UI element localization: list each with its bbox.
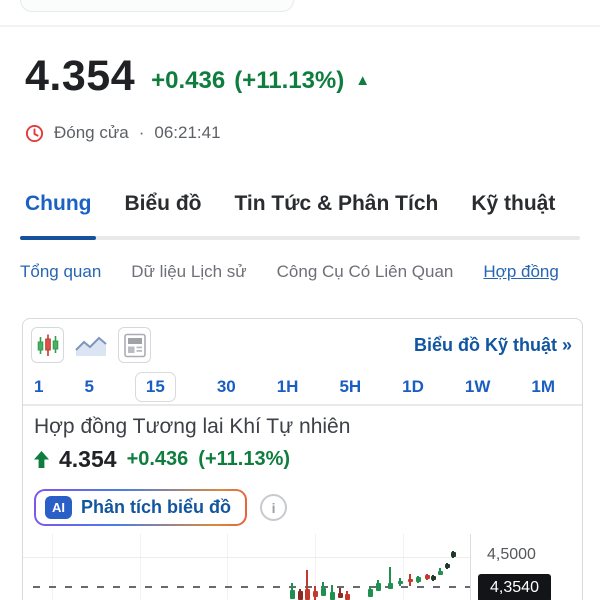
- interval-1m[interactable]: 1M: [531, 377, 555, 396]
- chart-card: Biểu đồ Kỹ thuật » 1 5 15 30 1H 5H 1D 1W…: [22, 318, 583, 600]
- interval-15[interactable]: 15: [134, 372, 176, 402]
- price-header: 4.354 +0.436 (+11.13%) ▲: [25, 52, 370, 101]
- tab-bieu-do[interactable]: Biểu đồ: [124, 192, 202, 215]
- chart-toolbar: Biểu đồ Kỹ thuật »: [31, 324, 572, 366]
- market-status-label: Đóng cửa: [54, 123, 129, 142]
- interval-5h[interactable]: 5H: [339, 377, 362, 396]
- tab-ky-thuat[interactable]: Kỹ thuật: [471, 192, 556, 215]
- top-divider: [0, 25, 600, 27]
- subtab-tong-quan[interactable]: Tổng quan: [20, 262, 102, 281]
- interval-30[interactable]: 30: [216, 377, 236, 396]
- up-triangle-icon: ▲: [355, 72, 371, 89]
- info-icon[interactable]: i: [260, 494, 288, 521]
- subtab-cong-cu-lien-quan[interactable]: Công Cụ Có Liên Quan: [276, 262, 454, 281]
- mini-chart[interactable]: 4,5000 4,3540: [23, 534, 581, 600]
- tab-chung[interactable]: Chung: [25, 192, 92, 215]
- news-icon: [123, 333, 146, 357]
- interval-1h[interactable]: 1H: [276, 377, 299, 396]
- ai-button-label: Phân tích biểu đồ: [81, 497, 232, 517]
- interval-5[interactable]: 5: [84, 377, 94, 396]
- card-price-change-percent: (+11.13%): [198, 448, 291, 470]
- price-change-percent: (+11.13%): [234, 66, 345, 94]
- main-tab-bar: Chung Biểu đồ Tin Tức & Phân Tích Kỹ thu…: [25, 192, 555, 216]
- last-price: 4.354: [25, 52, 136, 100]
- up-arrow-icon: [34, 451, 49, 468]
- active-tab-indicator: [20, 236, 96, 240]
- candlestick-chart-button[interactable]: [31, 327, 64, 363]
- interval-selector: 1 5 15 30 1H 5H 1D 1W 1M: [23, 369, 582, 405]
- status-separator: ·: [138, 123, 145, 142]
- news-view-button[interactable]: [118, 327, 151, 363]
- subtab-du-lieu-lich-su[interactable]: Dữ liệu Lịch sử: [131, 262, 247, 281]
- card-content: Hợp đồng Tương lai Khí Tự nhiên 4.354 +0…: [34, 415, 572, 526]
- area-chart-button[interactable]: [74, 330, 108, 360]
- y-axis-upper-label: 4,5000: [487, 546, 536, 563]
- market-status-row: Đóng cửa · 06:21:41: [25, 123, 221, 143]
- subtab-hop-dong[interactable]: Hợp đồng: [483, 262, 559, 281]
- market-close-time: 06:21:41: [154, 123, 221, 142]
- price-change-group: +0.436 (+11.13%) ▲: [151, 67, 370, 95]
- ai-row: AI Phân tích biểu đồ i: [34, 489, 572, 526]
- price-change: +0.436: [151, 66, 226, 94]
- card-price-row: 4.354 +0.436 (+11.13%): [34, 446, 572, 473]
- ai-icon: AI: [45, 496, 72, 519]
- sub-tab-bar: Tổng quan Dữ liệu Lịch sử Công Cụ Có Liê…: [20, 262, 559, 282]
- tab-track: [20, 236, 580, 240]
- area-chart-icon: [75, 336, 107, 356]
- candlestick-icon: [37, 334, 58, 356]
- interval-1w[interactable]: 1W: [464, 377, 491, 396]
- clock-icon: [25, 124, 44, 143]
- search-bar-remnant[interactable]: [20, 0, 294, 12]
- technical-chart-link[interactable]: Biểu đồ Kỹ thuật »: [413, 334, 572, 355]
- ai-analyze-button[interactable]: AI Phân tích biểu đồ: [34, 489, 248, 526]
- tab-tin-tuc-phan-tich[interactable]: Tin Tức & Phân Tích: [234, 192, 439, 215]
- instrument-title: Hợp đồng Tương lai Khí Tự nhiên: [34, 415, 351, 438]
- card-last-price: 4.354: [59, 446, 117, 472]
- card-price-change: +0.436: [126, 448, 189, 470]
- interval-1[interactable]: 1: [34, 377, 44, 396]
- interval-1d[interactable]: 1D: [402, 377, 424, 396]
- current-price-badge: 4,3540: [478, 574, 551, 600]
- card-divider: [23, 404, 582, 406]
